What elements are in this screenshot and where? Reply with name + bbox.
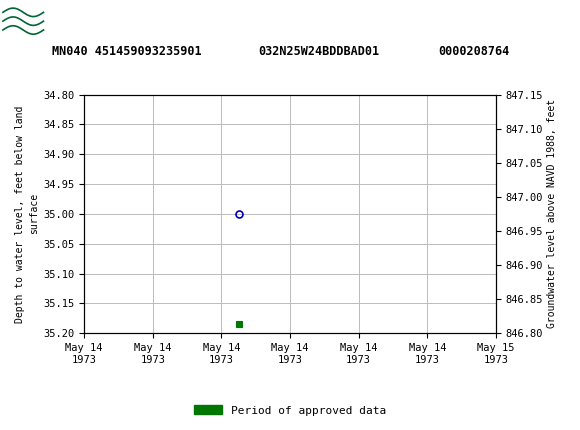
FancyBboxPatch shape [3,3,43,32]
Y-axis label: Groundwater level above NAVD 1988, feet: Groundwater level above NAVD 1988, feet [548,99,557,329]
Text: MN040 451459093235901: MN040 451459093235901 [52,45,202,58]
Legend: Period of approved data: Period of approved data [190,401,390,420]
Text: 032N25W24BDDBAD01: 032N25W24BDDBAD01 [258,45,379,58]
Text: USGS: USGS [49,9,104,27]
Text: 0000208764: 0000208764 [438,45,509,58]
Y-axis label: Depth to water level, feet below land
surface: Depth to water level, feet below land su… [15,105,39,322]
